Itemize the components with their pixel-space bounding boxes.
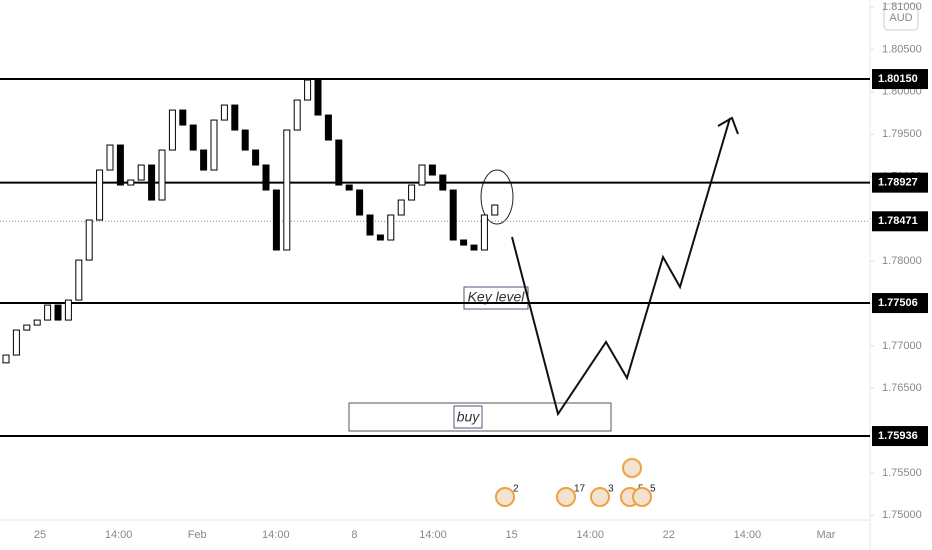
candle-body xyxy=(470,244,478,251)
y-tick-label: 1.77000 xyxy=(882,340,922,352)
candle-body xyxy=(408,184,416,201)
last-price-badge xyxy=(872,211,928,232)
candle-body xyxy=(491,204,499,216)
x-tick-label: 25 xyxy=(34,529,46,541)
candle-body xyxy=(262,164,270,191)
candle-body xyxy=(44,304,52,321)
event-count: 2 xyxy=(513,484,519,495)
candle-body xyxy=(54,304,62,321)
y-tick-label: 1.81000 xyxy=(882,1,922,13)
candle-body xyxy=(2,354,10,364)
candle-body xyxy=(314,79,322,116)
candle-body xyxy=(64,299,72,321)
x-tick-label: 14:00 xyxy=(576,529,604,541)
candle-body xyxy=(428,164,436,176)
candle-body xyxy=(366,214,374,236)
candle-body xyxy=(75,259,83,301)
currency: AUD xyxy=(889,12,912,24)
candle-body xyxy=(210,119,218,171)
y-tick-label: 1.75000 xyxy=(882,509,922,521)
event-count: 5 xyxy=(650,484,656,495)
buy-label-box xyxy=(453,405,483,429)
candle-body xyxy=(127,179,135,186)
candle-body xyxy=(189,124,197,151)
candle-body xyxy=(23,324,31,331)
level-label: 1.78927 xyxy=(878,177,918,189)
candle-body xyxy=(33,319,41,326)
candle-body xyxy=(335,139,343,186)
level-label: 1.77506 xyxy=(878,297,918,309)
event-marker[interactable] xyxy=(622,458,642,478)
candle-body xyxy=(397,199,405,216)
candle-body xyxy=(480,214,488,251)
candle-body xyxy=(376,234,384,241)
candle-body xyxy=(179,109,187,126)
candle-body xyxy=(148,164,156,201)
currency-badge[interactable] xyxy=(883,3,919,31)
candle-body xyxy=(418,164,426,186)
annotation: buy xyxy=(457,409,481,425)
level-badge xyxy=(872,172,928,193)
candle-body xyxy=(137,164,145,181)
level-label: 1.80150 xyxy=(878,73,918,85)
x-tick-label: 14:00 xyxy=(734,529,762,541)
candle-body xyxy=(241,129,249,151)
candle-body xyxy=(85,219,93,261)
y-tick-label: 1.76500 xyxy=(882,382,922,394)
event-count: 3 xyxy=(608,484,614,495)
candle-body xyxy=(106,144,114,171)
candle-body xyxy=(293,99,301,131)
level-badge xyxy=(872,69,928,90)
last-price-label: 1.78471 xyxy=(878,215,918,227)
candle-body xyxy=(158,149,166,201)
candle-body xyxy=(283,129,291,251)
annotation: Key level xyxy=(468,289,526,305)
x-tick-label: 14:00 xyxy=(262,529,290,541)
level-badge xyxy=(872,426,928,447)
level-badge xyxy=(872,293,928,314)
x-tick-label: 8 xyxy=(351,529,357,541)
candle-body xyxy=(96,169,104,221)
x-tick-label: Mar xyxy=(817,529,836,541)
highlight-circle xyxy=(480,169,514,225)
level-label: 1.75936 xyxy=(878,430,918,442)
event-marker[interactable] xyxy=(556,487,576,507)
y-tick-label: 1.78000 xyxy=(882,255,922,267)
event-marker[interactable] xyxy=(495,487,515,507)
x-tick-label: Feb xyxy=(188,529,207,541)
x-tick-label: 15 xyxy=(505,529,517,541)
candle-body xyxy=(272,189,280,251)
event-count: 17 xyxy=(574,484,586,495)
candle-body xyxy=(439,174,447,191)
candle-body xyxy=(168,109,176,151)
event-marker[interactable] xyxy=(590,487,610,507)
candle-body xyxy=(200,149,208,171)
candle-body xyxy=(356,189,364,216)
projection-path xyxy=(511,117,731,417)
candle-body xyxy=(449,189,457,241)
x-tick-label: 22 xyxy=(663,529,675,541)
y-tick-label: 1.75500 xyxy=(882,467,922,479)
y-tick-label: 1.79500 xyxy=(882,128,922,140)
candle-body xyxy=(116,144,124,186)
candle-body xyxy=(231,104,239,131)
candle-body xyxy=(220,104,228,121)
candle-body xyxy=(324,114,332,141)
y-tick-label: 1.80500 xyxy=(882,43,922,55)
candle-body xyxy=(345,184,353,191)
candle-body xyxy=(387,214,395,241)
candle-body xyxy=(304,79,312,101)
event-marker[interactable] xyxy=(632,487,652,507)
x-tick-label: 14:00 xyxy=(105,529,133,541)
candle-body xyxy=(252,149,260,166)
x-tick-label: 14:00 xyxy=(419,529,447,541)
candle-body xyxy=(460,239,468,246)
candle-body xyxy=(12,329,20,356)
projection-arrow xyxy=(717,116,739,135)
